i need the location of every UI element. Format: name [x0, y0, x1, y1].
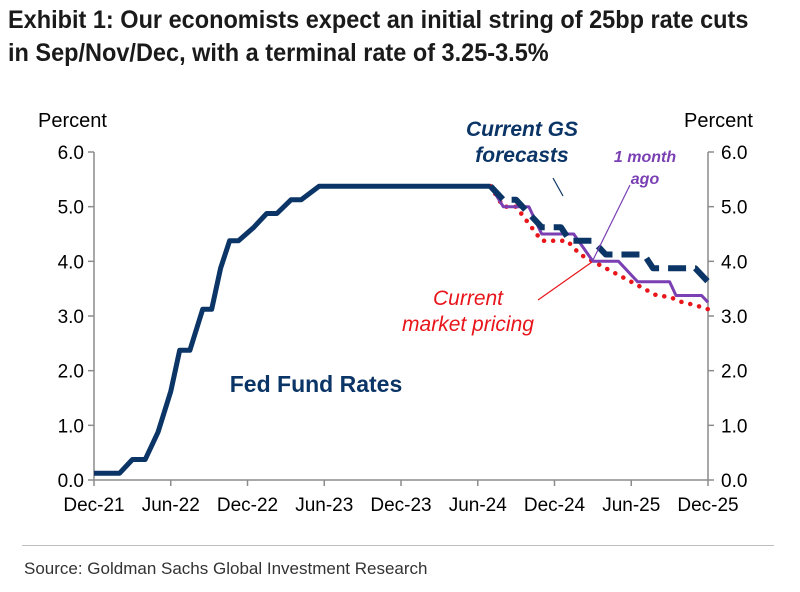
- y-axis-label-right: Percent: [684, 110, 753, 132]
- x-tick-label: Dec-25: [677, 495, 738, 516]
- y-tick-label-left: 5.0: [58, 198, 84, 219]
- x-tick-label: Dec-22: [217, 495, 278, 516]
- y-tick-label-left: 1.0: [58, 416, 84, 437]
- chart-title: Exhibit 1: Our economists expect an init…: [8, 4, 749, 70]
- x-tick-label: Jun-24: [449, 495, 508, 516]
- y-tick-label-right: 2.0: [721, 362, 747, 383]
- annotation-label: 1 month: [614, 149, 676, 166]
- y-tick-label-left: 4.0: [58, 252, 84, 273]
- chart-title-line-1: Exhibit 1: Our economists expect an init…: [8, 6, 749, 34]
- y-tick-label-right: 5.0: [721, 198, 747, 219]
- y-tick-label-right: 1.0: [721, 416, 747, 437]
- annotation-label: forecasts: [475, 144, 568, 167]
- line-chart: 0.0 0.0 1.0 1.0 2.0 2.0 3.0 3.0 4.0 4.0 5.0 5.0 6.0 6…: [38, 110, 753, 516]
- x-tick-label: Jun-22: [142, 495, 200, 516]
- x-tick-label: Dec-24: [524, 495, 586, 516]
- annotation-label: market pricing: [402, 313, 534, 336]
- chart-series: [94, 183, 711, 476]
- y-tick-label-right: 0.0: [721, 471, 747, 492]
- y-tick-label-left: 2.0: [58, 362, 84, 383]
- y-tick-label-right: 4.0: [721, 252, 747, 273]
- y-tick-label-left: 3.0: [58, 307, 84, 328]
- y-tick-label-left: 0.0: [58, 471, 84, 492]
- chart-title-line-2: in Sep/Nov/Dec, with a terminal rate of …: [8, 39, 549, 67]
- y-tick-label-right: 3.0: [721, 307, 747, 328]
- annotation-leader-line: [591, 184, 631, 263]
- x-tick-label: Dec-21: [63, 495, 124, 516]
- source-divider: [22, 545, 774, 546]
- annotation-label: Fed Fund Rates: [230, 371, 403, 397]
- chart-axes: 0.0 0.0 1.0 1.0 2.0 2.0 3.0 3.0 4.0 4.0 5.0 5.0 6.0 6…: [38, 110, 753, 516]
- series-line-current-gs-forecasts: [488, 184, 711, 284]
- annotation-label: Current GS: [466, 118, 578, 141]
- annotation-label: Current: [433, 287, 504, 310]
- annotation-label: ago: [631, 171, 660, 188]
- y-tick-label-left: 6.0: [58, 143, 84, 164]
- annotation-leader-line: [537, 261, 593, 301]
- y-tick-label-right: 6.0: [721, 143, 747, 164]
- source-note: Source: Goldman Sachs Global Investment …: [24, 559, 428, 578]
- series-line-fed-fund-rates: [94, 183, 491, 476]
- x-tick-label: Jun-23: [295, 495, 353, 516]
- x-tick-label: Dec-23: [370, 495, 431, 516]
- x-tick-label: Jun-25: [602, 495, 660, 516]
- y-axis-label-left: Percent: [38, 110, 107, 132]
- chart-annotations: Current GS forecasts 1 month ago Current mark…: [230, 118, 677, 397]
- annotation-leader-line: [552, 177, 564, 197]
